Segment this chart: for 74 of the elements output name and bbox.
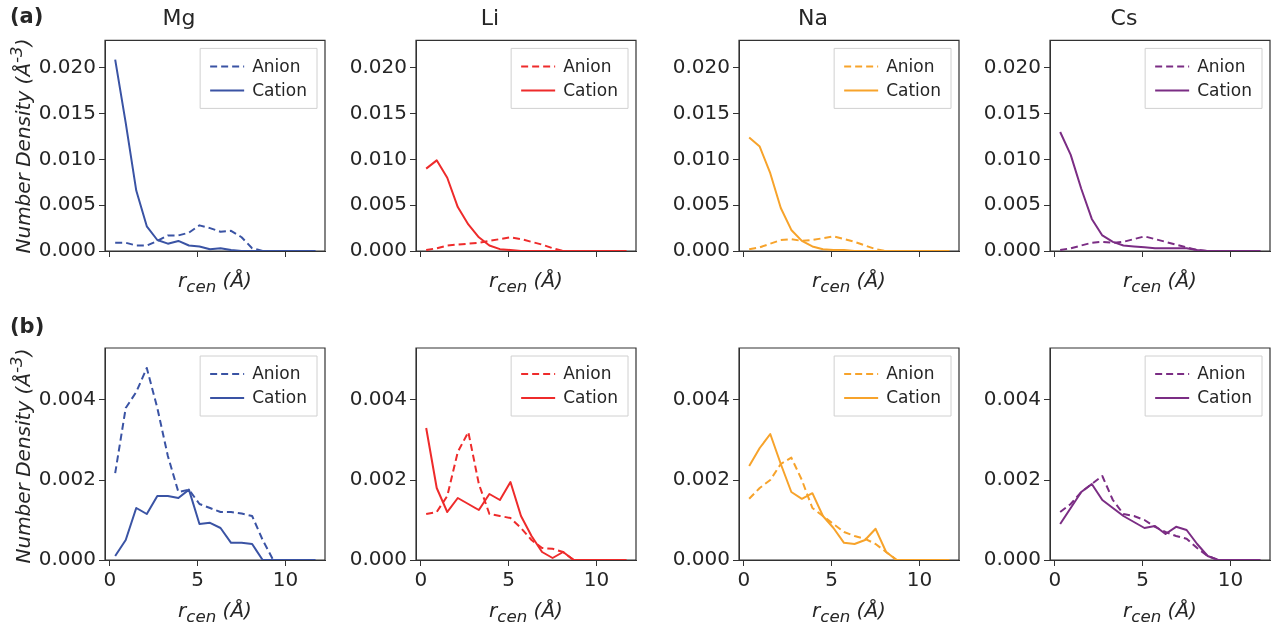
- x-tick-label: 5: [1136, 567, 1150, 592]
- y-tick-label: 0.000: [672, 237, 730, 262]
- y-tick-label: 0.002: [349, 466, 407, 491]
- chart-title: Na: [798, 4, 828, 30]
- y-tick-label: 0.005: [349, 191, 407, 216]
- y-tick-label: 0.000: [672, 546, 730, 571]
- y-tick-label: 0.010: [983, 145, 1041, 170]
- y-tick-label: 0.000: [38, 546, 96, 571]
- legend-label: Anion: [1197, 363, 1246, 384]
- legend-label: Cation: [1197, 79, 1253, 100]
- x-axis-title: r$_{cen}$ (Å): [488, 598, 564, 626]
- y-tick-label: 0.010: [349, 145, 407, 170]
- x-axis-title: r$_{cen}$ (Å): [1122, 268, 1198, 296]
- y-tick-label: 0.004: [672, 386, 730, 411]
- chart-title: Li: [480, 4, 500, 30]
- y-tick-label: 0.020: [349, 54, 407, 79]
- y-tick-label: 0.000: [349, 237, 407, 262]
- x-tick-label: 0: [737, 567, 751, 592]
- x-tick-label: 5: [502, 567, 516, 592]
- x-axis-title: r$_{cen}$ (Å): [811, 598, 887, 626]
- legend-label: Cation: [563, 387, 619, 408]
- legend-label: Cation: [252, 387, 308, 408]
- x-axis-title: r$_{cen}$ (Å): [1122, 598, 1198, 626]
- y-tick-label: 0.005: [38, 191, 96, 216]
- y-tick-label: 0.004: [349, 386, 407, 411]
- x-axis-title: r$_{cen}$ (Å): [177, 598, 253, 626]
- legend-label: Cation: [1197, 387, 1253, 408]
- y-tick-label: 0.005: [672, 191, 730, 216]
- x-tick-label: 5: [191, 567, 205, 592]
- y-tick-label: 0.015: [349, 99, 407, 124]
- legend-label: Anion: [252, 55, 301, 76]
- legend-label: Anion: [886, 55, 935, 76]
- legend-label: Anion: [252, 363, 301, 384]
- y-tick-label: 0.000: [983, 237, 1041, 262]
- y-tick-label: 0.004: [38, 386, 96, 411]
- y-tick-label: 0.004: [983, 386, 1041, 411]
- x-tick-label: 10: [906, 567, 933, 592]
- text: (b): [10, 314, 45, 338]
- legend-label: Cation: [252, 79, 308, 100]
- x-tick-label: 10: [583, 567, 610, 592]
- y-tick-label: 0.020: [672, 54, 730, 79]
- legend-label: Cation: [886, 79, 942, 100]
- y-tick-label: 0.015: [983, 99, 1041, 124]
- x-tick-label: 0: [1048, 567, 1062, 592]
- y-tick-label: 0.002: [38, 466, 96, 491]
- y-tick-label: 0.005: [983, 191, 1041, 216]
- y-tick-label: 0.010: [38, 145, 96, 170]
- y-tick-label: 0.015: [38, 99, 96, 124]
- x-tick-label: 10: [1217, 567, 1244, 592]
- y-tick-label: 0.000: [983, 546, 1041, 571]
- legend-label: Anion: [886, 363, 935, 384]
- y-tick-label: 0.010: [672, 145, 730, 170]
- legend-label: Anion: [563, 55, 612, 76]
- x-axis-title: r$_{cen}$ (Å): [488, 268, 564, 296]
- y-tick-label: 0.000: [38, 237, 96, 262]
- text: (a): [10, 4, 44, 28]
- x-tick-label: 10: [272, 567, 299, 592]
- y-tick-label: 0.002: [983, 466, 1041, 491]
- chart-title: Mg: [162, 4, 196, 30]
- y-tick-label: 0.020: [983, 54, 1041, 79]
- y-tick-label: 0.020: [38, 54, 96, 79]
- legend-label: Anion: [1197, 55, 1246, 76]
- y-tick-label: 0.000: [349, 546, 407, 571]
- x-axis-title: r$_{cen}$ (Å): [811, 268, 887, 296]
- x-axis-title: r$_{cen}$ (Å): [177, 268, 253, 296]
- x-tick-label: 0: [103, 567, 117, 592]
- x-tick-label: 5: [825, 567, 839, 592]
- y-tick-label: 0.002: [672, 466, 730, 491]
- legend-label: Cation: [886, 387, 942, 408]
- chart-title: Cs: [1110, 4, 1138, 30]
- x-tick-label: 0: [414, 567, 428, 592]
- legend-label: Cation: [563, 79, 619, 100]
- y-tick-label: 0.015: [672, 99, 730, 124]
- legend-label: Anion: [563, 363, 612, 384]
